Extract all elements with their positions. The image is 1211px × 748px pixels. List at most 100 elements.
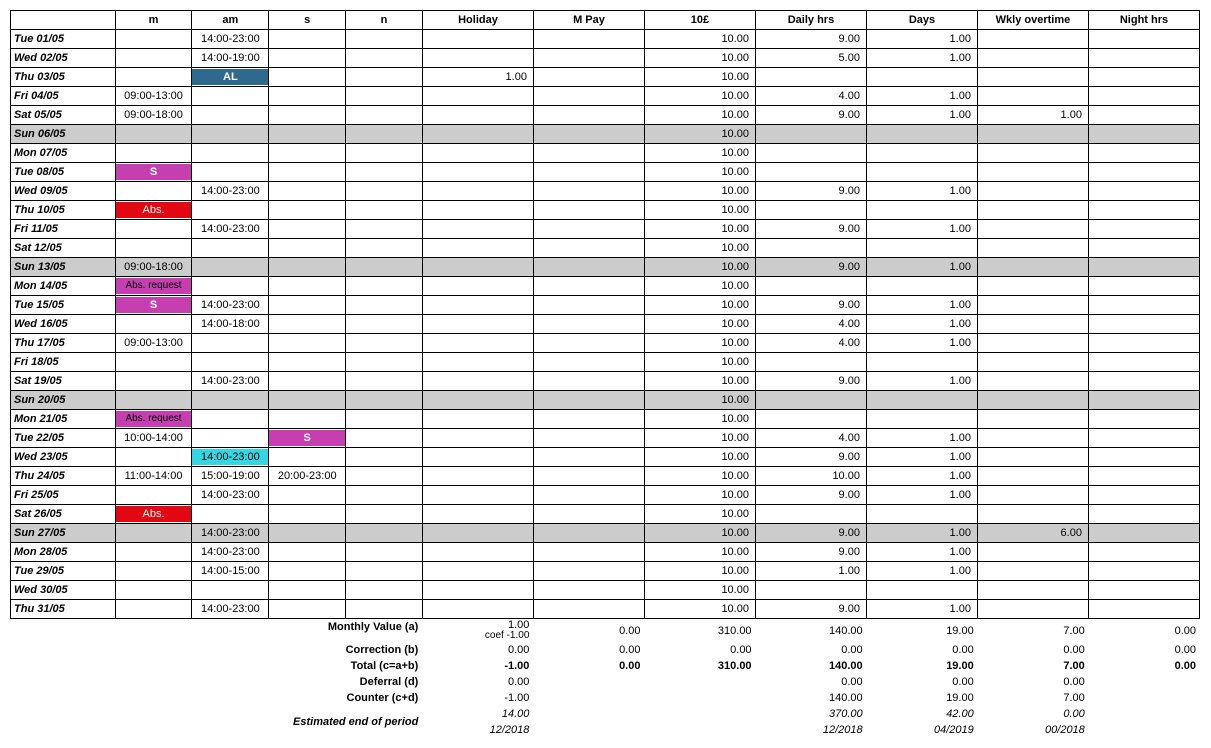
value-cell-night[interactable] xyxy=(1088,372,1199,391)
shift-cell-am[interactable]: 14:00-18:00 xyxy=(192,315,269,334)
shift-cell-am[interactable]: 14:00-23:00 xyxy=(192,220,269,239)
value-cell-wkly[interactable] xyxy=(977,600,1088,619)
shift-cell-s[interactable] xyxy=(269,410,346,429)
value-cell-night[interactable] xyxy=(1088,87,1199,106)
value-cell-tenp[interactable]: 10.00 xyxy=(644,49,755,68)
value-cell-tenp[interactable]: 10.00 xyxy=(644,391,755,410)
value-cell-hol[interactable] xyxy=(422,448,533,467)
value-cell-tenp[interactable]: 10.00 xyxy=(644,315,755,334)
value-cell-hol[interactable] xyxy=(422,144,533,163)
shift-cell-am[interactable]: 15:00-19:00 xyxy=(192,467,269,486)
value-cell-hol[interactable] xyxy=(422,163,533,182)
value-cell-hol[interactable] xyxy=(422,220,533,239)
value-cell-hol[interactable] xyxy=(422,125,533,144)
shift-cell-m[interactable] xyxy=(115,125,192,144)
value-cell-days[interactable]: 1.00 xyxy=(866,429,977,448)
shift-cell-am[interactable] xyxy=(192,201,269,220)
shift-cell-s[interactable] xyxy=(269,201,346,220)
value-cell-night[interactable] xyxy=(1088,163,1199,182)
value-cell-mpay[interactable] xyxy=(533,277,644,296)
shift-cell-n[interactable] xyxy=(346,467,423,486)
value-cell-night[interactable] xyxy=(1088,429,1199,448)
value-cell-wkly[interactable] xyxy=(977,372,1088,391)
table-row[interactable]: Sat 12/0510.00 xyxy=(11,239,1200,258)
shift-cell-m[interactable]: S xyxy=(115,163,192,182)
value-cell-mpay[interactable] xyxy=(533,220,644,239)
value-cell-wkly[interactable] xyxy=(977,125,1088,144)
shift-cell-s[interactable] xyxy=(269,239,346,258)
shift-cell-am[interactable] xyxy=(192,239,269,258)
value-cell-night[interactable] xyxy=(1088,258,1199,277)
shift-cell-m[interactable] xyxy=(115,49,192,68)
value-cell-tenp[interactable]: 10.00 xyxy=(644,448,755,467)
value-cell-days[interactable] xyxy=(866,68,977,87)
value-cell-mpay[interactable] xyxy=(533,68,644,87)
value-cell-hol[interactable]: 1.00 xyxy=(422,68,533,87)
value-cell-daily[interactable] xyxy=(755,505,866,524)
value-cell-wkly[interactable] xyxy=(977,49,1088,68)
value-cell-tenp[interactable]: 10.00 xyxy=(644,505,755,524)
shift-cell-m[interactable]: 11:00-14:00 xyxy=(115,467,192,486)
value-cell-daily[interactable]: 9.00 xyxy=(755,296,866,315)
table-row[interactable]: Sun 20/0510.00 xyxy=(11,391,1200,410)
shift-cell-m[interactable] xyxy=(115,68,192,87)
value-cell-hol[interactable] xyxy=(422,524,533,543)
value-cell-tenp[interactable]: 10.00 xyxy=(644,429,755,448)
value-cell-daily[interactable] xyxy=(755,353,866,372)
table-row[interactable]: Sun 27/0514:00-23:0010.009.001.006.00 xyxy=(11,524,1200,543)
shift-cell-m[interactable] xyxy=(115,524,192,543)
shift-cell-s[interactable] xyxy=(269,448,346,467)
value-cell-mpay[interactable] xyxy=(533,372,644,391)
value-cell-night[interactable] xyxy=(1088,49,1199,68)
value-cell-wkly[interactable] xyxy=(977,467,1088,486)
shift-cell-am[interactable] xyxy=(192,144,269,163)
value-cell-tenp[interactable]: 10.00 xyxy=(644,410,755,429)
shift-cell-n[interactable] xyxy=(346,334,423,353)
table-row[interactable]: Tue 29/0514:00-15:0010.001.001.00 xyxy=(11,562,1200,581)
value-cell-tenp[interactable]: 10.00 xyxy=(644,125,755,144)
shift-cell-am[interactable] xyxy=(192,125,269,144)
value-cell-night[interactable] xyxy=(1088,68,1199,87)
value-cell-night[interactable] xyxy=(1088,220,1199,239)
value-cell-night[interactable] xyxy=(1088,467,1199,486)
value-cell-wkly[interactable] xyxy=(977,410,1088,429)
value-cell-daily[interactable] xyxy=(755,144,866,163)
shift-cell-am[interactable] xyxy=(192,410,269,429)
shift-cell-m[interactable] xyxy=(115,239,192,258)
shift-cell-s[interactable] xyxy=(269,391,346,410)
value-cell-tenp[interactable]: 10.00 xyxy=(644,543,755,562)
shift-cell-s[interactable] xyxy=(269,125,346,144)
shift-cell-n[interactable] xyxy=(346,220,423,239)
value-cell-tenp[interactable]: 10.00 xyxy=(644,562,755,581)
tag-abs[interactable]: Abs. xyxy=(115,506,192,522)
value-cell-mpay[interactable] xyxy=(533,258,644,277)
value-cell-hol[interactable] xyxy=(422,391,533,410)
value-cell-tenp[interactable]: 10.00 xyxy=(644,182,755,201)
value-cell-days[interactable] xyxy=(866,125,977,144)
value-cell-days[interactable]: 1.00 xyxy=(866,372,977,391)
value-cell-hol[interactable] xyxy=(422,505,533,524)
shift-cell-s[interactable] xyxy=(269,486,346,505)
value-cell-wkly[interactable] xyxy=(977,220,1088,239)
value-cell-tenp[interactable]: 10.00 xyxy=(644,524,755,543)
value-cell-days[interactable] xyxy=(866,201,977,220)
value-cell-days[interactable]: 1.00 xyxy=(866,296,977,315)
shift-cell-s[interactable] xyxy=(269,30,346,49)
shift-cell-m[interactable] xyxy=(115,30,192,49)
value-cell-wkly[interactable] xyxy=(977,258,1088,277)
shift-cell-n[interactable] xyxy=(346,543,423,562)
shift-cell-s[interactable] xyxy=(269,277,346,296)
shift-cell-n[interactable] xyxy=(346,30,423,49)
shift-cell-m[interactable]: Abs. xyxy=(115,201,192,220)
value-cell-wkly[interactable] xyxy=(977,68,1088,87)
value-cell-mpay[interactable] xyxy=(533,391,644,410)
shift-cell-n[interactable] xyxy=(346,277,423,296)
value-cell-wkly[interactable] xyxy=(977,448,1088,467)
value-cell-tenp[interactable]: 10.00 xyxy=(644,600,755,619)
value-cell-daily[interactable]: 9.00 xyxy=(755,372,866,391)
value-cell-daily[interactable] xyxy=(755,410,866,429)
table-row[interactable]: Thu 24/0511:00-14:0015:00-19:0020:00-23:… xyxy=(11,467,1200,486)
value-cell-hol[interactable] xyxy=(422,581,533,600)
value-cell-tenp[interactable]: 10.00 xyxy=(644,30,755,49)
value-cell-daily[interactable]: 4.00 xyxy=(755,334,866,353)
